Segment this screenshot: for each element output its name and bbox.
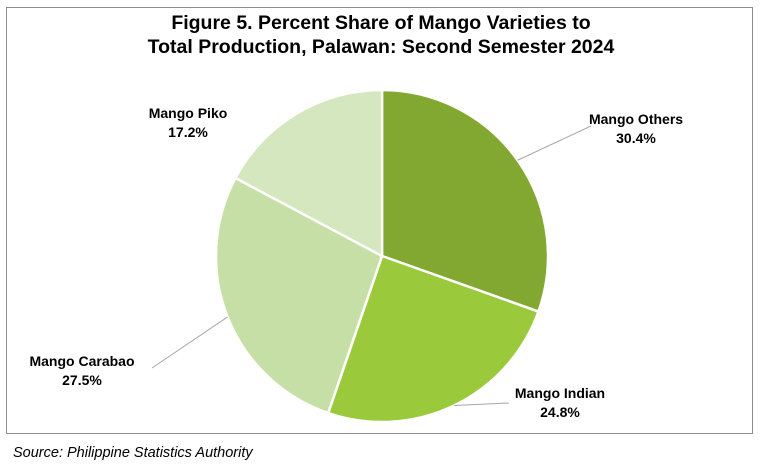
slice-label-name-mango-others: Mango Others bbox=[589, 111, 683, 127]
slice-label-value-mango-others: 30.4% bbox=[616, 130, 656, 146]
slice-label-value-mango-piko: 17.2% bbox=[168, 124, 208, 140]
slice-label-name-mango-piko: Mango Piko bbox=[149, 105, 228, 121]
chart-title-line-2: Total Production, Palawan: Second Semest… bbox=[147, 36, 615, 58]
pie-slice-mango-others bbox=[380, 88, 550, 313]
slice-labels: Mango Others 30.4% Mango Indian 24.8% Mango … bbox=[29, 105, 683, 420]
slice-label-name-mango-carabao: Mango Carabao bbox=[29, 353, 134, 369]
slice-label-value-mango-indian: 24.8% bbox=[540, 404, 580, 420]
leader-line-mango-indian bbox=[454, 402, 510, 406]
chart-title-line-1: Figure 5. Percent Share of Mango Varieti… bbox=[171, 12, 591, 34]
pie-slice-mango-carabao bbox=[214, 176, 384, 415]
leader-line-mango-others bbox=[517, 125, 592, 161]
leader-line-mango-carabao bbox=[151, 316, 228, 369]
pie-slices bbox=[214, 88, 550, 424]
slice-label-value-mango-carabao: 27.5% bbox=[62, 372, 102, 388]
pie-slice-mango-piko bbox=[234, 88, 384, 258]
pie-slice-mango-indian bbox=[326, 254, 540, 424]
chart-title: Figure 5. Percent Share of Mango Varieti… bbox=[0, 11, 762, 59]
source-note: Source: Philippine Statistics Authority bbox=[13, 445, 253, 461]
slice-label-name-mango-indian: Mango Indian bbox=[515, 385, 605, 401]
leader-lines bbox=[151, 125, 592, 406]
